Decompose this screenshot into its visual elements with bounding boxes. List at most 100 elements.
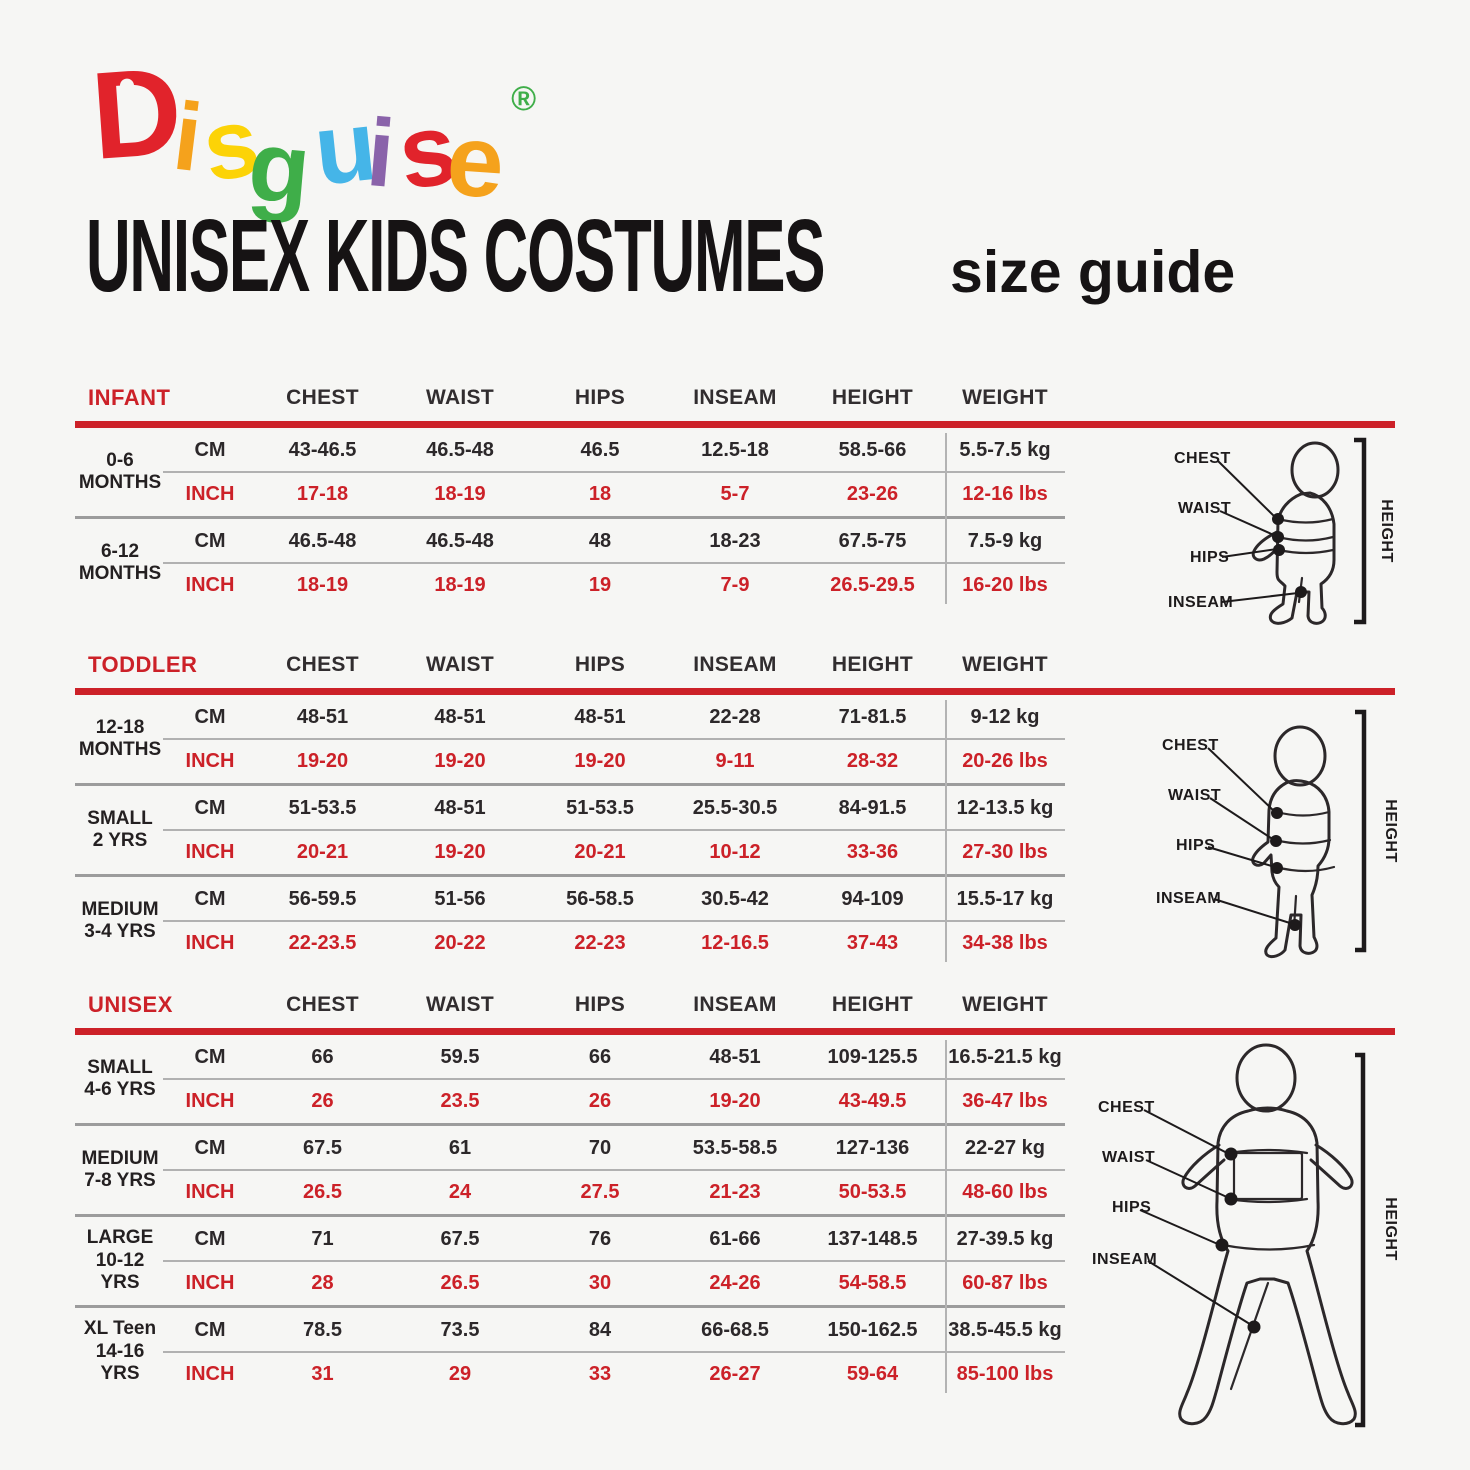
size-line-2: MONTHS xyxy=(78,472,162,493)
cm-value: 76 xyxy=(588,1227,612,1250)
chest-leader-line xyxy=(1207,747,1276,813)
diagram-height-label: HEIGHT xyxy=(1382,1197,1399,1260)
table-title: INFANT xyxy=(88,385,171,410)
cm-value: 48-51 xyxy=(434,705,486,728)
waist-dot xyxy=(1224,1192,1238,1206)
page-subtitle: size guide xyxy=(950,239,1236,305)
inch-value: 20-22 xyxy=(434,931,486,954)
inch-value: 19-20 xyxy=(296,749,349,772)
inch-value: 20-21 xyxy=(296,840,349,863)
inch-value: 28-32 xyxy=(846,749,899,772)
cm-value: 58.5-66 xyxy=(838,438,907,461)
hips-dot xyxy=(1273,544,1285,556)
table-body: 0-6 MONTHS CM 43-46.5 46.5-48 46.5 12.5-18 58.5… xyxy=(75,428,1065,607)
cm-value: 61 xyxy=(448,1136,472,1159)
height-bracket xyxy=(1354,437,1367,625)
inseam-leader-line xyxy=(1147,1260,1254,1327)
size-line-2: 14-16 YRS xyxy=(95,1340,145,1385)
cm-value: 46.5-48 xyxy=(426,438,494,461)
toddler-measurement-diagram: CHEST WAIST HIPS INSEAM HEIGHT xyxy=(1148,700,1408,967)
toddler-hips-line xyxy=(1274,865,1336,873)
cm-value: 30.5-42 xyxy=(701,887,769,910)
row-divider xyxy=(163,829,1065,831)
size-label: 6-12 MONTHS xyxy=(75,519,165,607)
cm-value: 127-136 xyxy=(835,1136,910,1159)
size-line-1: 12-18 xyxy=(95,716,145,738)
size-group: LARGE 10-12 YRS CM 71 67.5 76 61-66 137-148.5 27… xyxy=(75,1214,1065,1305)
unit-inch: INCH xyxy=(185,749,235,772)
size-table-toddler: TODDLER CHEST WAIST HIPS INSEAM HEIGHT WEIGHT 1… xyxy=(75,645,1395,965)
inch-value: 31 xyxy=(311,1362,334,1385)
size-label: SMALL 4-6 YRS xyxy=(75,1035,165,1123)
row-divider xyxy=(163,1078,1065,1080)
header-rule xyxy=(75,421,1395,428)
unisex-right-arm xyxy=(1309,1143,1354,1190)
row-divider xyxy=(163,920,1065,922)
cm-value: 67.5 xyxy=(303,1136,342,1159)
waist-leader-line xyxy=(1219,510,1277,537)
hips-dot xyxy=(1215,1238,1229,1252)
registered-mark: ® xyxy=(511,80,537,118)
inch-value: 26.5 xyxy=(440,1271,480,1294)
size-line-2: MONTHS xyxy=(78,739,162,760)
inch-value: 19-20 xyxy=(434,749,486,772)
diagram-chest-label: CHEST xyxy=(1098,1099,1155,1116)
size-label: XL Teen 14-16 YRS xyxy=(75,1308,165,1396)
unit-cm: CM xyxy=(194,1045,226,1068)
cm-value: 48 xyxy=(588,529,612,552)
column-header-weight: WEIGHT xyxy=(962,653,1048,676)
inch-value: 23.5 xyxy=(440,1089,480,1112)
size-line-1: MEDIUM xyxy=(81,1147,159,1169)
row-divider xyxy=(163,562,1065,564)
size-line-1: 6-12 xyxy=(100,540,140,562)
waist-dot xyxy=(1270,835,1282,847)
cm-value: 84 xyxy=(588,1318,612,1341)
inch-value: 18-19 xyxy=(434,482,486,505)
size-line-2: 2 YRS xyxy=(92,830,148,851)
inch-value: 10-12 xyxy=(709,840,761,863)
cm-value: 71 xyxy=(311,1227,334,1250)
diagram-chest-label: CHEST xyxy=(1174,450,1231,467)
inch-value: 5-7 xyxy=(720,482,750,505)
row-divider xyxy=(163,738,1065,740)
chest-dot xyxy=(1271,807,1283,819)
cm-value: 38.5-45.5 kg xyxy=(948,1318,1062,1341)
inch-value: 59-64 xyxy=(846,1362,899,1385)
size-line-1: MEDIUM xyxy=(81,898,159,920)
unit-cm: CM xyxy=(194,438,226,461)
inch-value: 19-20 xyxy=(574,749,626,772)
toddler-body-figure: CHEST WAIST HIPS INSEAM HEIGHT xyxy=(1156,709,1399,959)
unit-cm: CM xyxy=(194,1136,226,1159)
header-rule xyxy=(75,1028,1395,1035)
cm-value: 94-109 xyxy=(841,887,904,910)
inch-value: 9-11 xyxy=(715,749,755,772)
inch-value: 60-87 lbs xyxy=(962,1271,1048,1294)
size-label: MEDIUM 3-4 YRS xyxy=(75,877,165,965)
cm-value: 51-56 xyxy=(434,887,486,910)
cm-value: 15.5-17 kg xyxy=(956,887,1054,910)
cm-value: 53.5-58.5 xyxy=(692,1136,778,1159)
unit-inch: INCH xyxy=(185,1180,235,1203)
size-group: MEDIUM 7-8 YRS CM 67.5 61 70 53.5-58.5 127-136 2… xyxy=(75,1123,1065,1214)
chest-dot xyxy=(1224,1147,1238,1161)
inch-value: 22-23.5 xyxy=(288,931,357,954)
size-group: MEDIUM 3-4 YRS CM 56-59.5 51-56 56-58.5 30.5-4… xyxy=(75,874,1065,965)
page-title: UNISEX KIDS COSTUMES xyxy=(86,198,826,313)
unit-inch: INCH xyxy=(185,573,235,596)
cm-value: 78.5 xyxy=(303,1318,342,1341)
inch-value: 18 xyxy=(588,482,612,505)
size-label: LARGE 10-12 YRS xyxy=(75,1217,165,1305)
inch-value: 27-30 lbs xyxy=(962,840,1048,863)
hips-dot xyxy=(1271,862,1283,874)
cm-value: 51-53.5 xyxy=(288,796,357,819)
inch-value: 33 xyxy=(588,1362,612,1385)
unisex-head xyxy=(1235,1043,1297,1113)
row-divider xyxy=(163,1351,1065,1353)
diagram-waist-label: WAIST xyxy=(1168,787,1221,804)
toddler-head xyxy=(1273,725,1327,787)
column-header-weight: WEIGHT xyxy=(962,386,1048,409)
table-title: TODDLER xyxy=(88,652,198,677)
inch-value: 12-16 lbs xyxy=(962,482,1048,505)
unit-inch: INCH xyxy=(185,1362,235,1385)
diagram-hips-label: HIPS xyxy=(1190,549,1229,566)
